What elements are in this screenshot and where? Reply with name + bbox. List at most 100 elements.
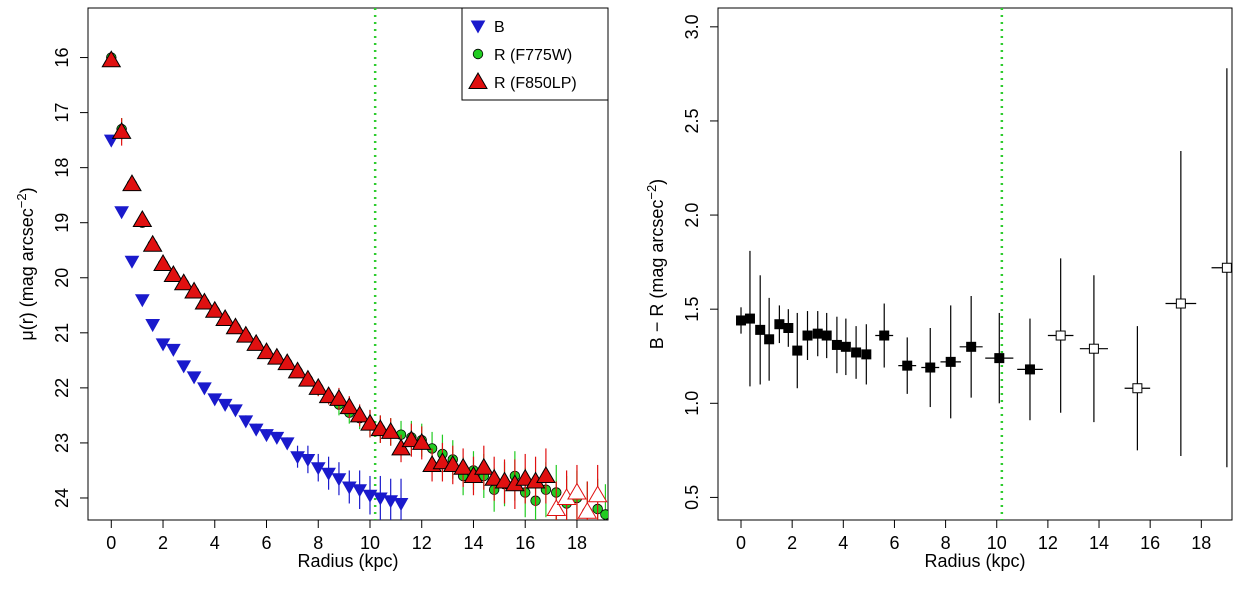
data-point: [391, 438, 411, 456]
data-point: [473, 457, 494, 475]
y-tick-label: 20: [52, 268, 72, 288]
data-point: [266, 347, 287, 365]
data-point: [225, 317, 246, 335]
data-point: [1175, 298, 1186, 309]
data-point: [484, 468, 505, 486]
data-point: [463, 465, 484, 483]
data-point: [372, 492, 388, 506]
series-points: [736, 68, 1232, 468]
x-tick-label: 12: [1038, 533, 1058, 553]
data-point: [163, 265, 184, 283]
data-point: [546, 498, 567, 516]
legend-marker: [468, 72, 488, 89]
data-point: [329, 388, 349, 406]
y-axis-label-main: μ(r) (mag arcsec: [17, 208, 37, 340]
data-point: [393, 497, 409, 512]
data-point: [567, 482, 587, 500]
legend-label: B: [494, 19, 505, 36]
data-point: [101, 50, 122, 68]
data-point: [287, 361, 308, 379]
x-tick-label: 4: [838, 533, 848, 553]
y-tick-label: 1.0: [682, 391, 702, 416]
y-tick-label: 23: [52, 433, 72, 453]
y-tick-label: 3.0: [682, 14, 702, 39]
data-point: [600, 509, 608, 520]
data-point: [755, 324, 766, 335]
legend-marker: [472, 48, 484, 60]
data-point: [821, 330, 832, 341]
data-point: [124, 255, 140, 269]
data-point: [879, 330, 890, 341]
data-point: [1055, 330, 1066, 341]
data-point: [1132, 383, 1143, 394]
data-point: [349, 405, 370, 423]
data-point: [383, 495, 399, 509]
data-point: [173, 273, 194, 291]
data-point: [298, 369, 318, 387]
x-axis-label: Radius (kpc): [924, 551, 1025, 571]
y-tick-label: 2.0: [682, 203, 702, 228]
data-point: [186, 371, 202, 385]
data-point: [331, 473, 347, 487]
x-tick-label: 0: [106, 533, 116, 553]
data-point: [851, 347, 862, 358]
y-tick-label: 18: [52, 158, 72, 178]
data-layer: [736, 68, 1232, 468]
data-point: [360, 413, 380, 431]
x-tick-label: 2: [787, 533, 797, 553]
data-point: [812, 328, 823, 339]
data-point: [840, 341, 851, 352]
x-tick-label: 10: [360, 533, 380, 553]
data-point: [318, 386, 339, 404]
data-point: [279, 437, 295, 451]
data-point: [145, 319, 161, 333]
x-tick-label: 2: [158, 533, 168, 553]
data-point: [290, 451, 305, 465]
data-point: [515, 468, 536, 486]
data-point: [166, 343, 181, 357]
data-point: [246, 333, 267, 351]
data-point: [194, 292, 215, 310]
data-point: [494, 471, 515, 489]
data-point: [1088, 343, 1099, 354]
data-point: [114, 206, 129, 220]
color-profile-panel: 0 2 4 6 8 10 12 14 16 18 0.5 1.0 1.5 2.0 2.5 3.0 Radius …: [644, 7, 1233, 571]
data-point: [256, 342, 277, 360]
y-axis-label: B − R (mag arcsec−2): [644, 179, 667, 349]
data-point: [207, 393, 223, 407]
y-tick-label: 2.5: [682, 108, 702, 133]
data-point: [228, 404, 243, 418]
data-point: [155, 338, 171, 352]
x-tick-label: 18: [567, 533, 587, 553]
data-point: [1024, 364, 1035, 375]
data-point: [411, 432, 432, 450]
data-point: [380, 421, 401, 439]
y-axis-label: μ(r) (mag arcsec−2): [14, 187, 37, 340]
x-tick-label: 6: [889, 533, 899, 553]
data-point: [370, 419, 391, 437]
x-tick-label: 8: [313, 533, 323, 553]
data-point: [945, 356, 956, 367]
data-point: [453, 457, 473, 475]
data-point: [577, 501, 598, 519]
data-point: [321, 467, 336, 481]
x-tick-label: 16: [515, 533, 535, 553]
data-point: [341, 481, 357, 495]
x-tick-label: 4: [210, 533, 220, 553]
data-point: [774, 319, 785, 330]
surface-brightness-panel: 0 2 4 6 8 10 12 14 16 18161718192021222324Radius …: [14, 7, 609, 571]
data-point: [736, 315, 747, 326]
x-tick-label: 12: [412, 533, 432, 553]
x-tick-label: 10: [987, 533, 1007, 553]
legend-box: [461, 7, 609, 101]
series-r-f850lp-: [101, 50, 608, 520]
x-tick-label: 14: [463, 533, 483, 553]
data-point: [204, 300, 225, 318]
data-point: [111, 121, 132, 139]
y-tick-label: 24: [52, 488, 72, 508]
data-point: [432, 452, 453, 470]
data-point: [861, 349, 872, 360]
data-point: [277, 353, 298, 371]
y-tick-label: 1.5: [682, 297, 702, 322]
y-axis-label-exponent: −2: [644, 185, 659, 200]
